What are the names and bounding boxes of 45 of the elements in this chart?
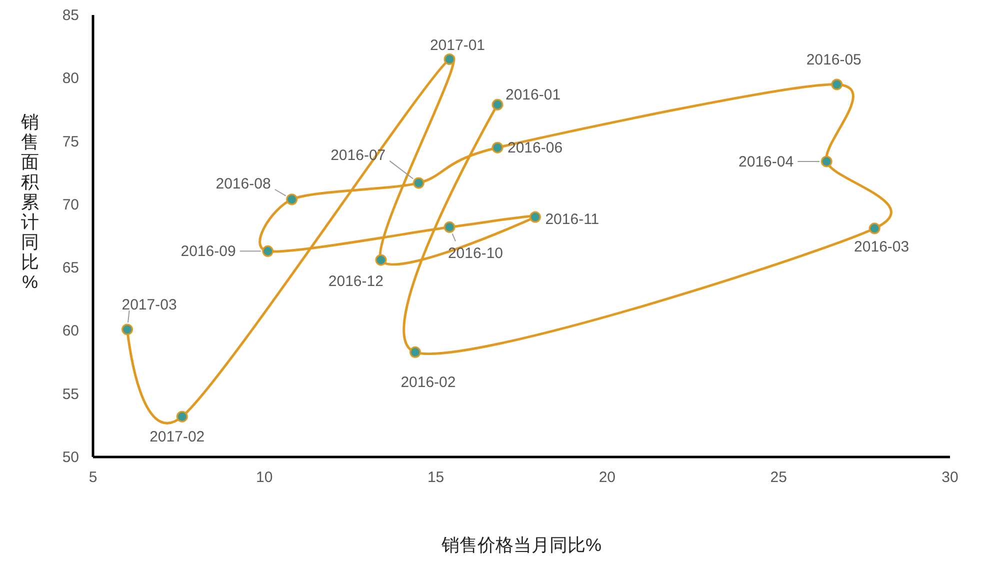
point: [262, 245, 274, 257]
point: [831, 78, 843, 90]
y-tick-label: 85: [62, 7, 79, 24]
x-tick-label: 20: [598, 469, 616, 486]
annotation: 2017-03: [122, 296, 177, 314]
annotation: 2016-04: [738, 153, 794, 170]
text: 销售面积累计同比%: [21, 112, 39, 292]
point: [409, 346, 421, 358]
x-axis-title: 销售价格当月同比%: [440, 535, 602, 555]
point: [492, 142, 504, 154]
point: [492, 98, 504, 110]
point: [176, 410, 188, 422]
y-tick-label: 60: [62, 322, 79, 340]
y-tick-label: 80: [62, 70, 79, 88]
annotation: 2016-09: [180, 243, 236, 260]
annotation: 2016-05: [806, 51, 862, 68]
point: [529, 211, 541, 223]
x-tick-label: 25: [770, 469, 787, 486]
y-tick-label: 65: [62, 260, 79, 277]
y-tick-label: 50: [62, 449, 79, 466]
x-tick-label: 10: [256, 469, 273, 486]
point: [820, 156, 832, 168]
annotation: 2016-06: [508, 140, 563, 157]
annotation: 2017-01: [430, 37, 486, 54]
annotation: 2016-02: [400, 374, 456, 392]
point: [444, 221, 456, 233]
point: [412, 177, 424, 189]
annotation: 2017-02: [150, 428, 205, 446]
point: [286, 194, 298, 206]
point: [444, 53, 456, 65]
annotation: 2016-12: [328, 272, 384, 290]
annotation: 2016-01: [506, 86, 561, 104]
annotation: 2016-08: [216, 175, 271, 192]
point: [868, 222, 880, 234]
point: [122, 324, 134, 336]
annotation: 2016-10: [448, 245, 504, 262]
y-tick-label: 55: [62, 386, 79, 403]
annotation: 2016-11: [545, 211, 600, 228]
point: [375, 254, 387, 266]
x-tick-label: 30: [942, 469, 958, 486]
x-tick-label: 5: [88, 469, 98, 486]
y-tick-label: 70: [62, 196, 79, 214]
annotation: 2016-03: [854, 238, 910, 256]
y-tick-label: 75: [62, 133, 79, 150]
x-tick-label: 15: [427, 469, 444, 486]
